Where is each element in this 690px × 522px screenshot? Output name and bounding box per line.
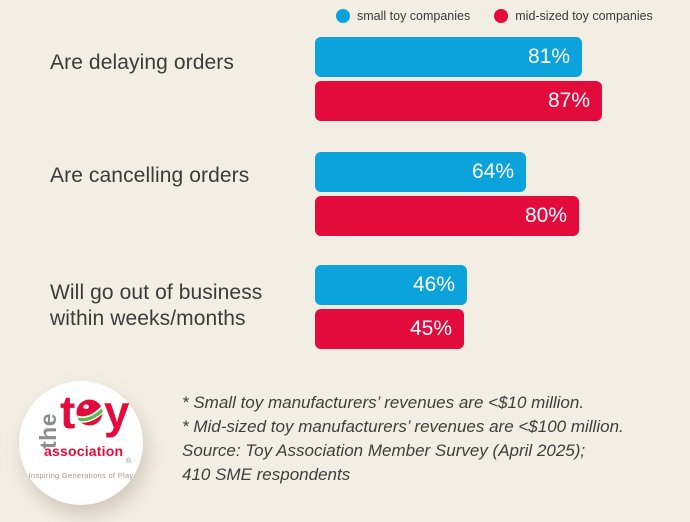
bar-value-label: 80% (524, 204, 567, 227)
legend-item-mid-sized-toy-companies: mid-sized toy companies (494, 9, 653, 23)
bar-mid-sized-toy: 45% (315, 309, 464, 349)
bar-value-label: 45% (409, 317, 452, 340)
logo-toy-letter-t: t (60, 386, 75, 438)
bar-mid-sized-toy: 80% (315, 196, 579, 236)
logo-toy-text: t y (60, 386, 130, 438)
toy-association-logo: the t y association ® Inspiring Generati… (19, 381, 143, 505)
legend-label-mid-sized: mid-sized toy companies (515, 9, 653, 23)
category-label: Will go out of business within weeks/mon… (50, 281, 263, 330)
chart-legend: small toy companies mid-sized toy compan… (336, 9, 653, 23)
bar-small-toy: 81% (315, 37, 582, 77)
footnotes: * Small toy manufacturers’ revenues are … (182, 391, 624, 487)
chart-group-delaying: Are delaying orders 81% 87% (0, 37, 690, 121)
bar-value-label: 81% (527, 45, 570, 68)
bar-value-label: 87% (547, 89, 590, 112)
bar-pair: 46% 45% (315, 265, 467, 349)
category-label: Are delaying orders (50, 51, 234, 74)
footnote-mid-sized-definition: * Mid-sized toy manufacturers’ revenues … (182, 417, 624, 436)
chart-group-cancelling: Are cancelling orders 64% 80% (0, 152, 690, 236)
legend-dot-mid-sized-icon (494, 9, 509, 23)
logo-toy-letter-y: y (103, 386, 130, 438)
footnote-source: Source: Toy Association Member Survey (A… (182, 441, 586, 460)
bar-value-label: 46% (412, 273, 455, 296)
bar-small-toy: 46% (315, 265, 467, 305)
bar-small-toy: 64% (315, 152, 526, 192)
legend-label-small: small toy companies (357, 9, 471, 23)
bar-value-label: 64% (471, 160, 514, 183)
toy-ball-icon (76, 399, 103, 426)
legend-item-small-toy-companies: small toy companies (336, 9, 470, 23)
bar-pair: 64% 80% (315, 152, 579, 236)
category-label: Are cancelling orders (50, 164, 250, 187)
legend-dot-small-icon (336, 9, 350, 23)
logo-association-text: association (44, 443, 124, 459)
registered-mark-icon: ® (126, 458, 132, 465)
footnote-small-definition: * Small toy manufacturers’ revenues are … (182, 393, 585, 412)
footnote-respondents: 410 SME respondents (182, 465, 351, 484)
logo-the-text: the (35, 413, 61, 449)
logo-tagline: Inspiring Generations of Play (28, 471, 134, 480)
bar-pair: 81% 87% (315, 37, 602, 121)
bar-mid-sized-toy: 87% (315, 81, 602, 121)
chart-group-out-of-business: Will go out of business within weeks/mon… (0, 265, 690, 349)
